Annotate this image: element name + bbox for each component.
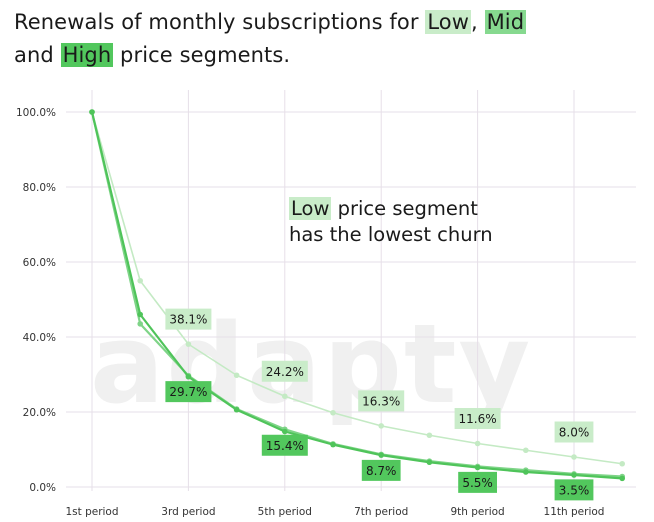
data-point-low bbox=[474, 440, 481, 447]
x-tick-label: 3rd period bbox=[161, 506, 215, 518]
y-tick-label: 20.0% bbox=[23, 407, 56, 419]
data-label-bg-mid bbox=[458, 471, 497, 493]
data-label-bg-low bbox=[454, 408, 501, 429]
title-text-2: price segments. bbox=[113, 43, 291, 67]
data-label-mid: 15.4% bbox=[266, 439, 304, 453]
data-label-bg-mid bbox=[361, 459, 401, 481]
y-tick-label: 100.0% bbox=[16, 107, 56, 119]
data-point-low bbox=[378, 423, 385, 429]
chart-annotation: Low price segment has the lowest churn bbox=[289, 196, 493, 248]
data-point-low bbox=[282, 393, 288, 400]
data-label-bg-low bbox=[261, 360, 308, 382]
data-label-mid: 5.5% bbox=[462, 476, 493, 490]
annotation-low-highlight: Low bbox=[289, 197, 332, 220]
x-tick-label: 9th period bbox=[450, 506, 504, 518]
x-tick-label: 11th period bbox=[544, 506, 605, 518]
data-label-mid: 8.7% bbox=[366, 464, 397, 478]
data-label-mid: 29.7% bbox=[169, 385, 207, 399]
data-point-high bbox=[330, 441, 336, 448]
data-point-low bbox=[523, 447, 529, 454]
series-line-low bbox=[91, 111, 623, 465]
data-label-low: 16.3% bbox=[362, 394, 400, 408]
data-point-high bbox=[233, 406, 240, 413]
x-tick-label: 5th period bbox=[258, 506, 312, 518]
title-text-1: Renewals of monthly subscriptions for bbox=[14, 10, 426, 34]
data-label-bg-low bbox=[554, 421, 594, 443]
data-point-high bbox=[474, 464, 481, 471]
data-point-low bbox=[185, 341, 192, 347]
data-point-high bbox=[426, 459, 433, 466]
y-tick-label: 0.0% bbox=[29, 482, 56, 494]
y-tick-label: 60.0% bbox=[23, 257, 56, 269]
title-high-highlight: High bbox=[60, 43, 114, 67]
data-label-bg-mid bbox=[165, 381, 212, 403]
y-tick-label: 40.0% bbox=[23, 332, 56, 344]
series-line-high bbox=[90, 111, 623, 480]
data-point-high bbox=[378, 452, 385, 458]
data-label-bg-mid bbox=[261, 434, 308, 456]
data-point-high bbox=[619, 475, 625, 482]
data-label-low: 24.2% bbox=[266, 365, 304, 379]
data-label-low: 38.1% bbox=[169, 313, 207, 327]
data-label-low: 11.6% bbox=[459, 412, 497, 426]
watermark: adapty bbox=[90, 300, 533, 428]
chart-title: Renewals of monthly subscriptions for Lo… bbox=[14, 6, 644, 72]
data-point-high bbox=[137, 311, 143, 318]
data-label-bg-low bbox=[165, 308, 212, 330]
data-point-high bbox=[523, 469, 529, 475]
data-point-low bbox=[619, 460, 625, 467]
data-label-mid: 3.5% bbox=[559, 483, 590, 497]
y-tick-label: 80.0% bbox=[23, 182, 56, 194]
title-and: and bbox=[14, 43, 61, 67]
series-line-mid bbox=[90, 111, 623, 478]
data-label-bg-mid bbox=[554, 479, 594, 501]
data-point-high bbox=[282, 428, 288, 435]
x-tick-label: 1st period bbox=[65, 506, 118, 518]
data-label-low: 8.0% bbox=[559, 426, 590, 440]
data-point-low bbox=[426, 432, 433, 439]
data-label-bg-low bbox=[358, 390, 405, 412]
annotation-line1: price segment bbox=[331, 197, 478, 220]
data-point-mid bbox=[137, 321, 143, 327]
data-point-low bbox=[571, 454, 577, 460]
title-comma: , bbox=[471, 10, 485, 34]
data-point-high bbox=[571, 472, 577, 478]
data-point-high bbox=[185, 373, 192, 380]
annotation-line2: has the lowest churn bbox=[289, 223, 493, 246]
title-low-highlight: Low bbox=[425, 10, 472, 34]
data-point-low bbox=[137, 277, 143, 284]
data-point-high bbox=[89, 109, 95, 115]
x-tick-label: 7th period bbox=[354, 506, 408, 518]
title-mid-highlight: Mid bbox=[484, 10, 527, 34]
data-point-low bbox=[233, 372, 240, 379]
data-point-low bbox=[330, 409, 336, 416]
